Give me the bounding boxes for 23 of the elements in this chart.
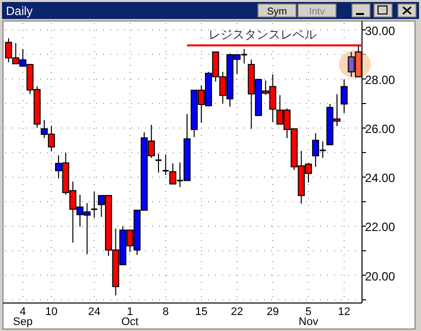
y-tick-label: 26.00 (365, 122, 396, 136)
x-tick-label: 8 (162, 306, 169, 318)
candlestick (90, 191, 98, 218)
x-tick-label: 10 (45, 306, 58, 318)
x-tick-label: 4 Sep (13, 306, 33, 328)
text: Intv (308, 6, 326, 18)
y-tick-label: 22.00 (365, 220, 396, 234)
x-tick-label: 15 (195, 306, 208, 318)
candlestick (340, 78, 348, 114)
x-tick-label: 22 (230, 306, 244, 318)
candlestick (154, 153, 162, 173)
x-tick-label: 1 Oct (121, 306, 139, 328)
y-tick-label: 20.00 (365, 269, 396, 284)
text: Sym (267, 6, 287, 18)
x-tick-label: 24 (88, 306, 100, 318)
y-tick-label: 28.00 (365, 72, 396, 87)
ref-line-label: レジスタンスレベル (208, 27, 317, 42)
x-tick-label: 12 (338, 306, 350, 318)
x-tick-label: 5 Nov (298, 306, 319, 328)
y-tick-label: 30.00 (365, 24, 396, 38)
y-tick-label: 24.00 (365, 171, 396, 186)
chart-title: Daily (6, 4, 33, 18)
x-tick-label: 29 (266, 306, 279, 318)
